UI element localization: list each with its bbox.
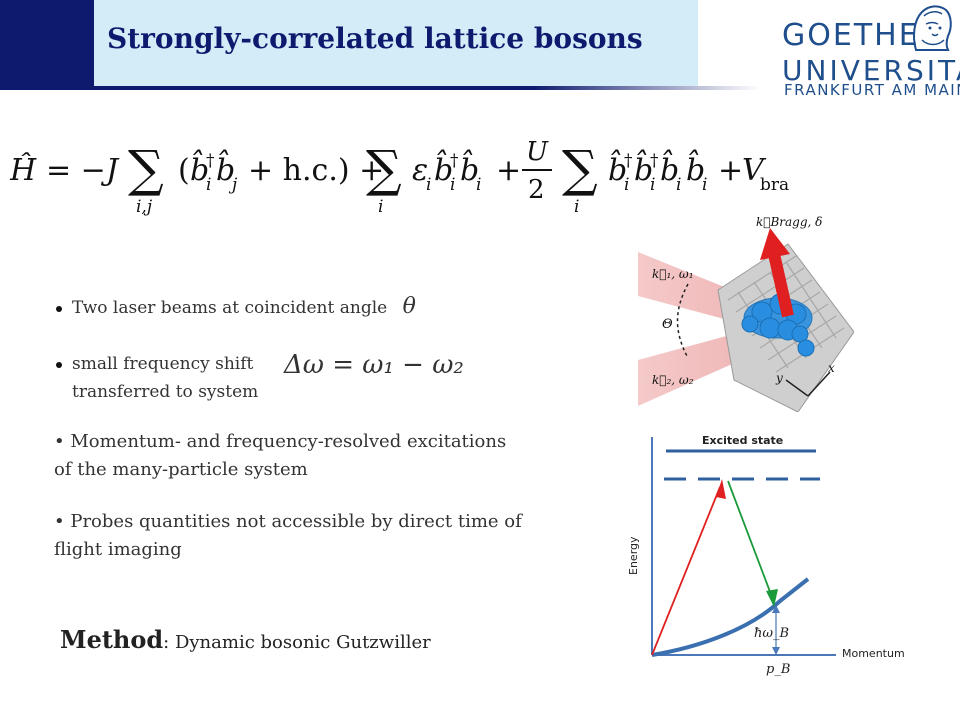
svg-text:∑: ∑	[562, 140, 598, 198]
svg-text:b̂: b̂	[634, 149, 653, 188]
theta-arc	[676, 283, 689, 359]
paragraph-momentum-line2: of the many-particle system	[54, 459, 308, 480]
bullet-frequency-text: small frequency shift	[72, 354, 254, 374]
svg-text:i: i	[650, 175, 655, 195]
logo-line-universitat: UNIVERSITÄT	[782, 54, 960, 87]
university-logo: GOETHE UNIVERSITÄT FRANKFURT AM MAIN	[770, 0, 960, 100]
goethe-portrait-icon	[913, 5, 952, 51]
title-bar	[94, 0, 698, 86]
bullet-dot	[56, 361, 62, 368]
svg-text:†: †	[206, 151, 215, 171]
svg-text:i: i	[378, 197, 383, 217]
svg-text:+: +	[496, 153, 521, 188]
bullet-frequency-shift: small frequency shift	[56, 354, 253, 374]
svg-text:i: i	[426, 175, 431, 195]
theta-label: Θ	[662, 317, 673, 332]
paragraph-momentum: • Momentum- and frequency-resolved excit…	[54, 428, 506, 484]
svg-text:b̂: b̂	[686, 149, 705, 188]
svg-text:V: V	[742, 153, 767, 188]
bullet-laser-beams: Two laser beams at coincident angle θ	[56, 294, 416, 319]
logo-line-frankfurt: FRANKFURT AM MAIN	[784, 81, 960, 99]
energy-axis-label: Energy	[627, 536, 640, 575]
svg-text:Ĥ: Ĥ	[10, 152, 37, 188]
energy-momentum-diagram: Excited state Energy Momentum ħω_B p_B	[627, 434, 905, 677]
svg-text:b̂: b̂	[608, 149, 627, 188]
excited-state-label: Excited state	[702, 434, 783, 447]
title-underline	[0, 86, 760, 90]
method-label: Method	[60, 625, 164, 654]
svg-text:+ h.c.) +: + h.c.) +	[248, 153, 384, 188]
svg-text:†: †	[624, 151, 633, 171]
dispersion-curve	[651, 577, 810, 657]
method-text: : Dynamic bosonic Gutzwiller	[163, 632, 431, 653]
lattice-axes	[785, 371, 831, 397]
svg-text:i: i	[702, 175, 707, 195]
emission-arrow-icon	[727, 480, 778, 607]
svg-text:i: i	[574, 197, 579, 217]
svg-text:†: †	[450, 151, 459, 171]
svg-text:bra: bra	[760, 175, 789, 195]
svg-text:i: i	[476, 175, 481, 195]
k-bragg-label: k⃗Bragg, δ	[756, 215, 822, 229]
momentum-axis-label: Momentum	[842, 647, 905, 660]
svg-text:b̂: b̂	[216, 149, 235, 188]
delta-omega-formula: Δω = ω₁ − ω₂	[284, 350, 464, 380]
k2-label: k⃗₂, ω₂	[652, 373, 694, 387]
logo-line-goethe: GOETHE	[782, 18, 920, 53]
svg-text:i: i	[206, 175, 211, 195]
pump-arrow-icon	[651, 479, 726, 656]
k1-label: k⃗₁, ω₁	[652, 267, 694, 281]
bragg-lattice-figure: k⃗Bragg, δ k⃗₁, ω₁ k⃗₂, ω₂ Θ y x	[638, 215, 854, 412]
slide-title: Strongly-correlated lattice bosons	[107, 22, 643, 55]
svg-text:b̂: b̂	[460, 149, 479, 188]
svg-text:+: +	[718, 153, 743, 188]
svg-text:i: i	[624, 175, 629, 195]
svg-text:i: i	[676, 175, 681, 195]
svg-text:b̂: b̂	[434, 149, 453, 188]
hamiltonian-formula: Ĥ = − J ∑ i,j ( b̂ † i b̂ j + h.c.) + ∑ …	[10, 137, 789, 217]
paragraph-probes: • Probes quantities not accessible by di…	[54, 508, 522, 564]
svg-text:∑: ∑	[128, 140, 164, 198]
svg-text:i,j: i,j	[136, 197, 153, 217]
svg-text:j: j	[228, 175, 238, 195]
svg-text:U: U	[526, 137, 549, 167]
axis-x-label: x	[828, 361, 835, 375]
theta-symbol: θ	[402, 294, 416, 319]
paragraph-momentum-line1: • Momentum- and frequency-resolved excit…	[54, 431, 507, 452]
svg-text:i: i	[450, 175, 455, 195]
axis-y-label: y	[775, 371, 783, 385]
svg-text:†: †	[650, 151, 659, 171]
title-bar-accent	[0, 0, 94, 90]
p-b-label: p_B	[766, 662, 790, 677]
svg-text:∑: ∑	[366, 140, 402, 198]
paragraph-probes-line2: flight imaging	[54, 539, 182, 560]
method-line: Method: Dynamic bosonic Gutzwiller	[60, 625, 431, 654]
svg-text:b̂: b̂	[660, 149, 679, 188]
svg-text:b̂: b̂	[190, 149, 209, 188]
svg-text:= −: = −	[46, 153, 106, 188]
bragg-arrow-icon	[760, 228, 794, 318]
bullet-laser-text: Two laser beams at coincident angle	[72, 298, 388, 318]
bullet-frequency-text-line2: transferred to system	[72, 382, 259, 402]
hbar-omega-label: ħω_B	[754, 626, 789, 641]
paragraph-probes-line1: • Probes quantities not accessible by di…	[54, 511, 522, 532]
svg-text:ε: ε	[412, 153, 428, 188]
svg-text:2: 2	[528, 175, 545, 205]
svg-text:(: (	[178, 153, 190, 188]
bullet-dot	[56, 305, 62, 312]
